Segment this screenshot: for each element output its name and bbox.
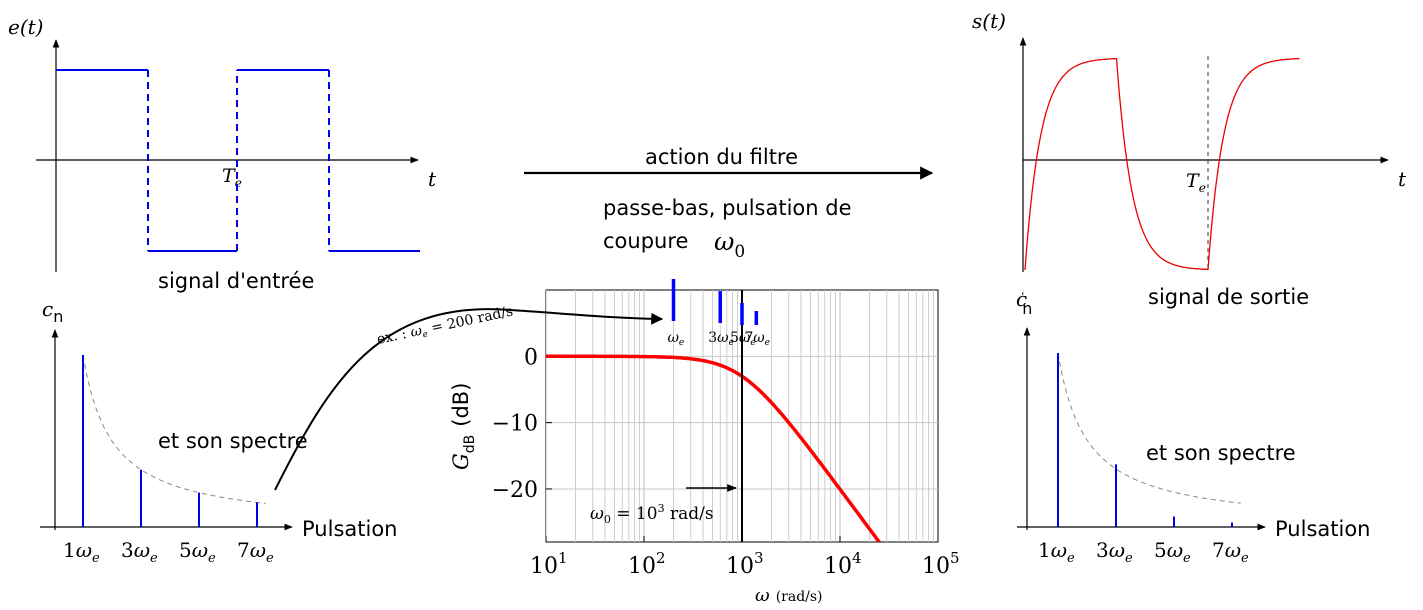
bode-harmonic-label-5: 5ωe <box>730 330 756 348</box>
output-spectrum-envelope <box>1057 352 1241 504</box>
bode-ticks: 101 102 103 104 105 0 −10 −20 <box>492 345 960 579</box>
spectrum-label-5: 5ωe <box>1154 538 1191 566</box>
output-caption: signal de sortie <box>1148 285 1309 309</box>
spectrum-label-1: 1ωe <box>63 538 100 566</box>
bode-xlabel: ω (rad/s) <box>755 585 823 606</box>
bode-ytick-label: 0 <box>524 345 538 370</box>
output-ylabel: s(t) <box>972 9 1006 33</box>
example-curved-arrow <box>274 308 664 491</box>
filter-cutoff-symbol: ω0 <box>714 227 745 262</box>
input-spectrum-xlabel: Pulsation <box>302 517 397 541</box>
filter-action: action du filtre passe-bas, pulsation de… <box>524 145 934 262</box>
output-signal-panel: s(t) t Te signal de sortie <box>972 9 1407 309</box>
output-period-label: Te <box>1186 170 1206 195</box>
bode-xtick-label: 101 <box>530 549 568 579</box>
input-period-label: Te <box>222 165 242 190</box>
bode-harmonic-label-7: 7ωe <box>744 330 770 348</box>
input-spectrum-labels: 1ωe 3ωe 5ωe 7ωe <box>63 538 274 566</box>
bode-xtick-label: 102 <box>628 549 666 579</box>
output-xlabel: t <box>1398 167 1407 191</box>
input-signal-panel: e(t) t Te signal d'entrée <box>8 15 437 293</box>
bode-cutoff-annotation: ω0 = 103 rad/s <box>590 502 714 526</box>
input-caption: signal d'entrée <box>158 269 314 293</box>
spectrum-label-3: 3ωe <box>121 538 158 566</box>
bode-ytick-label: −20 <box>492 478 538 503</box>
filter-action-label: action du filtre <box>645 145 798 169</box>
input-spectrum-ylabel: cn <box>42 297 63 326</box>
output-spectrum-panel: c' n et son spectre Pulsation 1ωe 3ωe 5ωe 7ω… <box>1016 287 1370 566</box>
bode-harmonic-label-1: ωe <box>668 330 685 348</box>
spectrum-label-5: 5ωe <box>179 538 216 566</box>
input-ylabel: e(t) <box>8 15 43 39</box>
example-annotation-text: ex. : ωe = 200 rad/s <box>376 303 515 349</box>
bode-xtick-label: 104 <box>824 549 862 579</box>
bode-ytick-label: −10 <box>492 412 538 437</box>
filter-description-1: passe-bas, pulsation de <box>603 196 852 220</box>
bode-xtick-label: 105 <box>922 549 960 579</box>
input-xlabel: t <box>428 167 437 191</box>
input-spectrum-caption: et son spectre <box>158 429 308 453</box>
output-spectrum-ylabel: c' n <box>1016 287 1032 318</box>
spectrum-label-1: 1ωe <box>1038 538 1075 566</box>
bode-harmonic-label-3: 3ωe <box>708 330 734 348</box>
spectrum-label-3: 3ωe <box>1096 538 1133 566</box>
output-spectrum-labels: 1ωe 3ωe 5ωe 7ωe <box>1038 538 1249 566</box>
filter-description-2: coupure <box>603 229 688 253</box>
bode-grid <box>546 290 938 542</box>
input-spectrum-envelope <box>82 354 266 504</box>
input-spectrum-panel: cn et son spectre Pulsation 1ωe 3ωe 5ωe 7ωe <box>40 297 397 566</box>
output-wave <box>1024 57 1300 271</box>
input-spectrum-bars <box>82 355 258 527</box>
spectrum-label-7: 7ωe <box>1212 538 1249 566</box>
bode-harmonic-markers <box>671 279 759 325</box>
bode-ylabel: GdB(dB) <box>449 383 478 470</box>
output-spectrum-caption: et son spectre <box>1146 441 1296 465</box>
output-spectrum-xlabel: Pulsation <box>1275 517 1370 541</box>
output-spectrum-bars <box>1057 353 1233 527</box>
spectrum-label-7: 7ωe <box>237 538 274 566</box>
bode-xtick-label: 103 <box>726 549 764 579</box>
